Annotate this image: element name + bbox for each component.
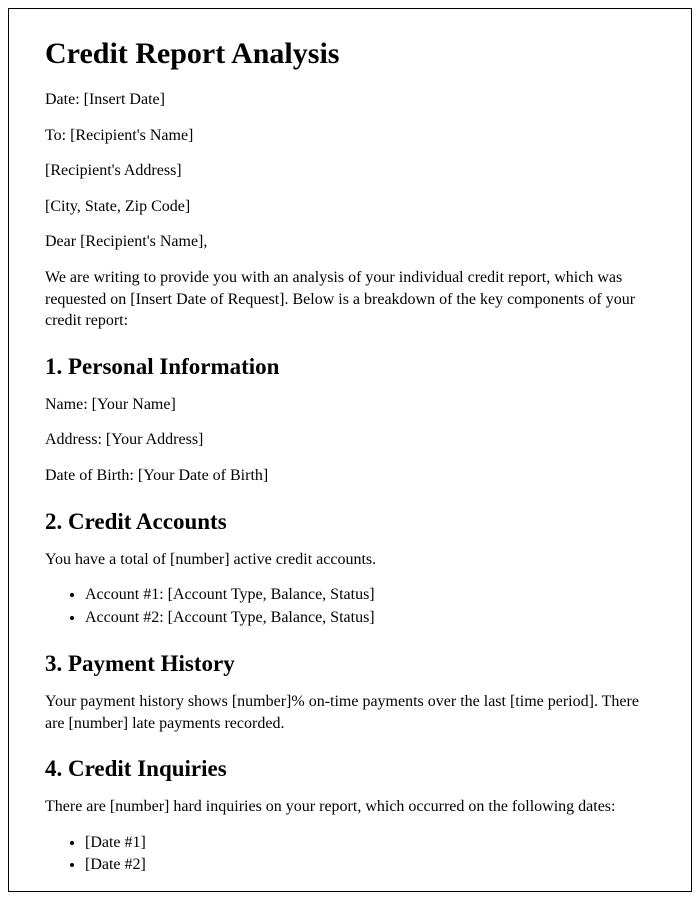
personal-address-line: Address: [Your Address] xyxy=(45,429,655,451)
list-item: Account #2: [Account Type, Balance, Stat… xyxy=(85,607,655,629)
document-sheet: Credit Report Analysis Date: [Insert Dat… xyxy=(8,8,692,892)
salutation: Dear [Recipient's Name], xyxy=(45,231,655,253)
section-heading-inquiries: 4. Credit Inquiries xyxy=(45,756,655,782)
list-item: [Date #2] xyxy=(85,854,655,876)
section-heading-payment: 3. Payment History xyxy=(45,651,655,677)
personal-dob-line: Date of Birth: [Your Date of Birth] xyxy=(45,465,655,487)
payment-body: Your payment history shows [number]% on-… xyxy=(45,691,655,734)
intro-paragraph: We are writing to provide you with an an… xyxy=(45,267,655,332)
section-heading-personal: 1. Personal Information xyxy=(45,354,655,380)
recipient-address: [Recipient's Address] xyxy=(45,160,655,182)
personal-name-line: Name: [Your Name] xyxy=(45,394,655,416)
accounts-intro: You have a total of [number] active cred… xyxy=(45,549,655,571)
recipient-city-state-zip: [City, State, Zip Code] xyxy=(45,196,655,218)
inquiries-intro: There are [number] hard inquiries on you… xyxy=(45,796,655,818)
list-item: [Date #1] xyxy=(85,832,655,854)
accounts-list: Account #1: [Account Type, Balance, Stat… xyxy=(45,584,655,629)
page-container: Credit Report Analysis Date: [Insert Dat… xyxy=(0,0,700,900)
list-item: Account #1: [Account Type, Balance, Stat… xyxy=(85,584,655,606)
to-line: To: [Recipient's Name] xyxy=(45,125,655,147)
inquiries-list: [Date #1] [Date #2] xyxy=(45,832,655,877)
document-title: Credit Report Analysis xyxy=(45,37,655,71)
date-line: Date: [Insert Date] xyxy=(45,89,655,111)
section-heading-accounts: 2. Credit Accounts xyxy=(45,509,655,535)
